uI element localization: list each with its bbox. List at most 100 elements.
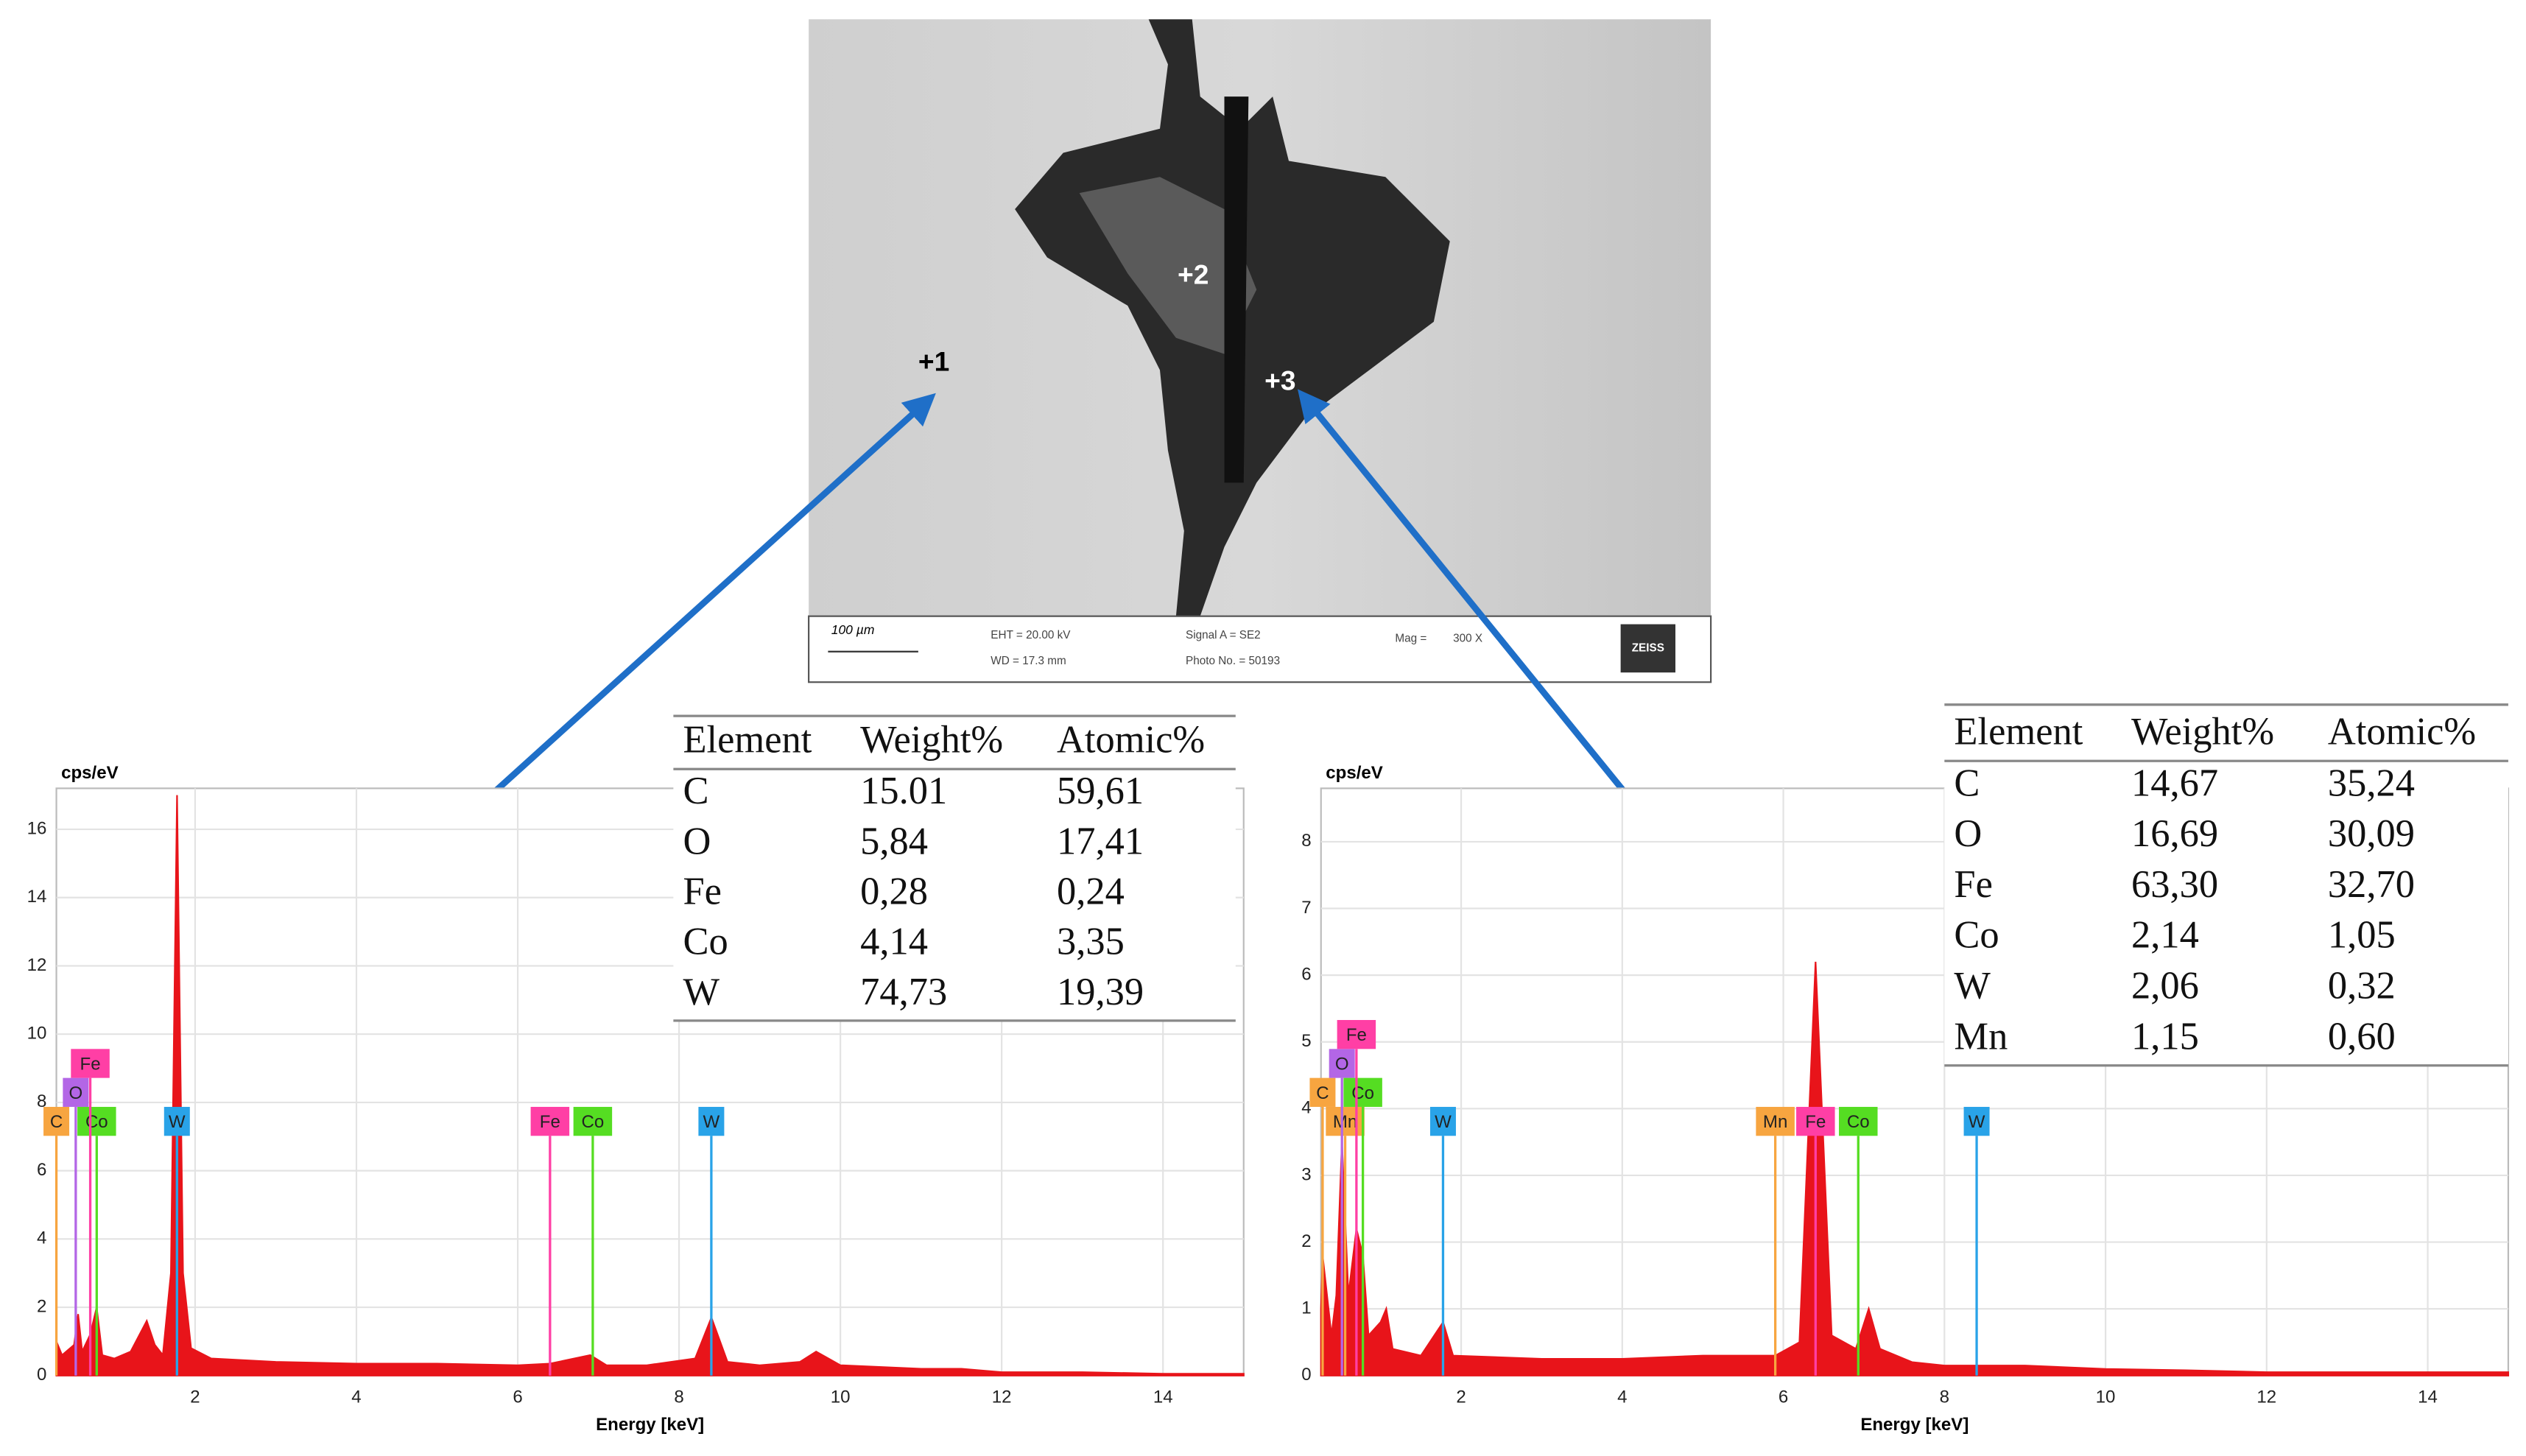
element-tag (530, 1106, 570, 1136)
table-cell: 1,05 (2328, 914, 2396, 957)
y-tick-label: 6 (37, 1160, 46, 1180)
element-tag (1337, 1019, 1376, 1049)
sem-info-bar (808, 615, 1712, 683)
table-cell: 5,84 (860, 820, 928, 862)
x-tick-label: 10 (831, 1388, 851, 1407)
x-tick-label: 14 (1153, 1388, 1173, 1407)
table-cell: Fe (683, 871, 722, 913)
sem-point-label: +1 (918, 346, 949, 377)
element-tag-label: Co (85, 1112, 108, 1132)
sem-info: Mag = (1395, 632, 1426, 644)
table-cell: 19,39 (1057, 971, 1144, 1013)
table-cell: 74,73 (860, 971, 947, 1013)
element-tag (1329, 1049, 1355, 1078)
table-cell: 32,70 (2328, 863, 2415, 906)
table-cell: 14,67 (2131, 762, 2218, 804)
y-tick-label: 2 (1301, 1231, 1311, 1251)
x-tick-label: 12 (992, 1388, 1012, 1407)
arrow (455, 393, 936, 828)
y-tick-label: 4 (37, 1228, 46, 1248)
table-cell: 0,28 (860, 871, 928, 913)
table-cell: 0,60 (2328, 1015, 2396, 1058)
element-tag-label: C (50, 1112, 63, 1132)
table-cell: 2,06 (2131, 965, 2199, 1007)
element-tag (1309, 1077, 1336, 1107)
x-tick-label: 2 (1456, 1388, 1466, 1407)
x-tick-label: 12 (2256, 1388, 2276, 1407)
element-tag (1963, 1106, 1990, 1136)
table-cell: Co (1954, 914, 1999, 957)
table-cell: 63,30 (2131, 863, 2218, 906)
table-cell: 0,24 (1057, 871, 1125, 913)
table-cell: O (1954, 812, 1982, 855)
x-tick-label: 4 (351, 1388, 361, 1407)
element-tag (1326, 1106, 1365, 1136)
spectrum-area (1320, 961, 2510, 1376)
element-tag-label: Co (582, 1112, 605, 1132)
y-tick-label: 14 (27, 887, 47, 907)
y-tick-label: 7 (1301, 898, 1311, 918)
y-tick-label: 3 (1301, 1164, 1311, 1184)
table-cell: 1,15 (2131, 1015, 2199, 1058)
y-tick-label: 2 (37, 1296, 46, 1316)
sem-crack-detail (1079, 177, 1257, 354)
element-tag (1429, 1106, 1456, 1136)
element-tag-label: W (703, 1112, 720, 1132)
sem-info: WD = 17.3 mm (991, 655, 1066, 667)
arrow (1297, 389, 1635, 803)
element-tag (698, 1106, 725, 1136)
table-cell: 0,32 (2328, 965, 2396, 1007)
table-header: Element (1954, 710, 2083, 753)
table-cell: 4,14 (860, 921, 928, 963)
table-bg (1944, 704, 2508, 1066)
element-tag-label: O (1335, 1055, 1349, 1075)
table-cell: O (683, 820, 711, 862)
element-tag-label: Mn (1333, 1112, 1357, 1132)
sem-point-label: +2 (1178, 259, 1209, 290)
element-tag (77, 1106, 116, 1136)
sem-image (808, 19, 1712, 683)
element-tag-label: Co (1351, 1083, 1374, 1103)
element-tag-label: O (68, 1083, 82, 1103)
table-cell: 59,61 (1057, 770, 1144, 812)
y-axis-label: cps/eV (61, 763, 119, 783)
x-tick-label: 8 (1940, 1388, 1949, 1407)
y-tick-label: 12 (27, 955, 47, 975)
table-cell: 30,09 (2328, 812, 2415, 855)
element-tag-label: W (169, 1112, 186, 1132)
table-cell: W (683, 971, 720, 1013)
y-tick-label: 16 (27, 818, 47, 838)
x-tick-label: 8 (674, 1388, 683, 1407)
element-tag (63, 1077, 89, 1107)
element-tag (1343, 1077, 1382, 1107)
element-tag-label: Fe (1805, 1112, 1826, 1132)
sem-info: 300 X (1453, 632, 1482, 644)
element-tag-label: W (1435, 1112, 1452, 1132)
y-tick-label: 0 (37, 1365, 46, 1385)
y-tick-label: 4 (1301, 1098, 1311, 1118)
element-tag (1796, 1106, 1835, 1136)
table-header: Weight% (860, 718, 1003, 761)
table-cell: C (683, 770, 709, 812)
logo: ZEISS (1632, 641, 1664, 654)
table-bg (673, 716, 1236, 1021)
table-cell: 16,69 (2131, 812, 2218, 855)
table-cell: 15.01 (860, 770, 947, 812)
x-tick-label: 10 (2096, 1388, 2116, 1407)
table-cell: W (1954, 965, 1991, 1007)
sem-info: EHT = 20.00 kV (991, 629, 1071, 641)
logo-box (1620, 624, 1675, 673)
sem-crack-core (1224, 96, 1249, 483)
table-header: Atomic% (1057, 718, 1205, 761)
element-tag-label: Fe (1346, 1025, 1367, 1045)
x-tick-label: 2 (190, 1388, 200, 1407)
spectrum-area (55, 795, 1245, 1376)
y-tick-label: 10 (27, 1024, 47, 1044)
element-tag-label: Mn (1763, 1112, 1787, 1132)
x-axis-label: Energy [keV] (1860, 1415, 1969, 1435)
element-tag (43, 1106, 70, 1136)
y-tick-label: 5 (1301, 1031, 1311, 1051)
y-tick-label: 1 (1301, 1298, 1311, 1318)
